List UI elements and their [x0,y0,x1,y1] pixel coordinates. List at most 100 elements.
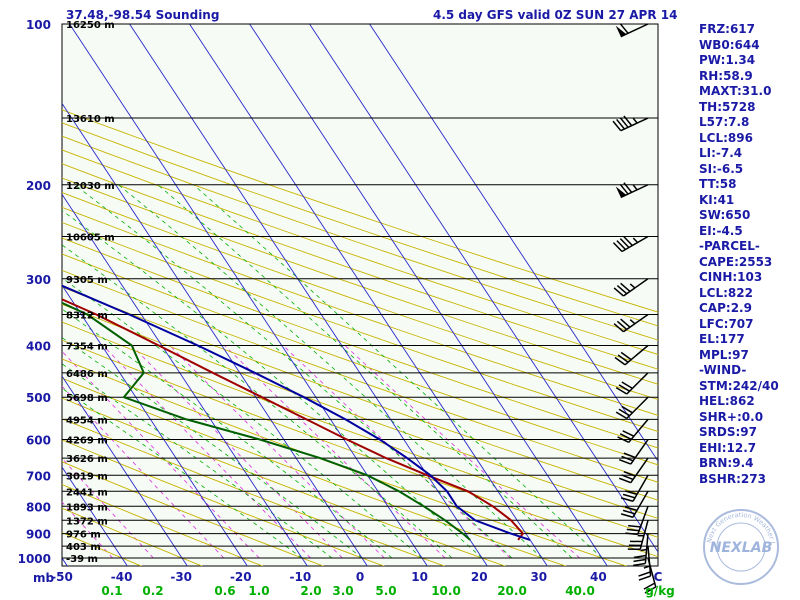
index-item: CINH:103 [699,270,763,284]
mixing-ratio-tick-label: 3.0 [332,584,353,598]
wind-barb-flag [620,497,634,502]
wind-barb-staff [628,418,649,443]
wind-barb-half-flag [640,548,647,552]
wind-barb-flag [624,506,638,512]
mixing-ratio-tick-label: 20.0 [497,584,527,598]
index-item: SW:650 [699,208,751,222]
isotherm-line [249,24,608,566]
mixing-ratio-unit-label: g/kg [645,584,675,598]
height-label: 4269 m [66,436,108,447]
wind-barb-flag [643,582,656,590]
height-label: 3019 m [66,471,108,482]
index-item: LCL:822 [699,285,753,300]
wind-barb-flag [622,430,635,437]
index-item: LCL:896 [699,130,753,145]
height-label: 2441 m [66,487,108,498]
moist-adiabat-line [62,387,303,559]
height-label: -39 m [66,554,98,565]
dry-adiabat-line [62,177,658,385]
dry-adiabat-line [62,507,203,566]
wind-barb-staff [620,184,649,199]
index-item: MPL:97 [699,347,749,362]
pressure-tick-label: 500 [26,391,51,405]
index-item: SRDS:97 [699,425,757,439]
wind-barb-flag [623,182,633,193]
wind-barb-half-flag [632,184,638,191]
pressure-tick-label: 600 [26,434,51,448]
index-item: EL:177 [699,332,745,346]
moist-adiabat-line [157,184,573,559]
index-item: EHI:12.7 [699,440,757,455]
index-item: SHR+:0.0 [699,409,764,424]
wind-barb [625,505,649,536]
wind-barb [614,344,649,366]
wind-barb-flag [614,356,626,366]
wind-barb-flag [638,575,651,581]
wind-barb-flag [612,242,623,253]
dry-adiabat-line [62,358,628,566]
temperature-tick-label: 0 [356,570,364,584]
wind-barb [627,520,649,551]
temperature-tick-label: -50 [51,570,73,584]
parcel-profile-line [62,284,531,541]
pressure-tick-label: 700 [26,469,51,483]
wind-barb-flag [620,318,631,328]
pressure-tick-label: 100 [26,18,51,32]
wind-barb-flag [623,236,633,247]
height-label: 403 m [66,542,101,553]
wind-barb-staff [621,235,649,253]
wind-barb-flag [613,323,624,333]
wind-barb-staff [632,490,649,518]
wind-barb-flag [618,408,631,417]
sounding-location-title: 37.48,-98.54 Sounding [66,8,220,22]
index-item: EI:-4.5 [699,223,743,238]
index-item: MAXT:31.0 [699,84,772,98]
index-item: RH:58.9 [699,68,753,83]
wind-barb [620,474,649,502]
wind-barb-flag [621,381,633,390]
wind-barb [643,557,657,594]
isotherm-line [369,24,658,462]
dry-adiabat-line [62,253,658,466]
pressure-tick-label: 300 [26,273,51,287]
isotherm-line [0,24,9,569]
watermark-ring-outer [703,509,779,585]
dry-adiabat-line [62,109,658,313]
wind-barb-flag [625,532,638,536]
wind-barb-flag [619,23,629,34]
index-item: BRN:9.4 [699,456,754,470]
wind-barb [613,313,649,333]
dewpoint-profile-line [62,301,471,541]
isotherm-line [62,284,248,566]
dry-adiabat-line [62,377,567,566]
mixing-ratio-tick-label: 1.0 [248,584,269,598]
height-label: 16250 m [66,20,115,31]
wind-barb-flag [633,562,646,567]
mixing-ratio-tick-label: 0.6 [214,584,235,598]
wind-barb-pennant [615,25,627,37]
moist-adiabat-line [193,184,603,559]
mixing-ratio-tick-label: 0.1 [101,584,122,598]
wind-barb-flag [615,411,628,420]
dry-adiabat-line [62,221,658,432]
wind-barb-staff [639,520,649,550]
wind-barb-flag [619,238,630,249]
index-item: KI:41 [699,192,735,207]
index-item: WB0:644 [699,37,760,52]
isotherm-line [189,24,548,566]
dry-adiabat-line [62,439,385,566]
isotherm-line [309,24,658,553]
wind-barb-flag [613,287,624,297]
stability-indices-list: FRZ:617 WB0:644 PW:1.34 RH:58.9 MAXT:31.0 TH:… [699,22,799,487]
dry-adiabat-line [62,321,658,538]
height-label: 8312 m [66,311,108,322]
height-label: 10605 m [66,232,115,243]
wind-barb-half-flag [643,565,650,569]
wind-barb-staff [647,557,657,588]
index-item: TH:5728 [699,99,756,114]
wind-barb-flag [624,490,638,496]
wind-barb-staff [632,474,649,502]
height-label: 1893 m [66,502,108,513]
dry-adiabat-line [62,269,658,483]
wind-barb-staff [624,344,649,366]
